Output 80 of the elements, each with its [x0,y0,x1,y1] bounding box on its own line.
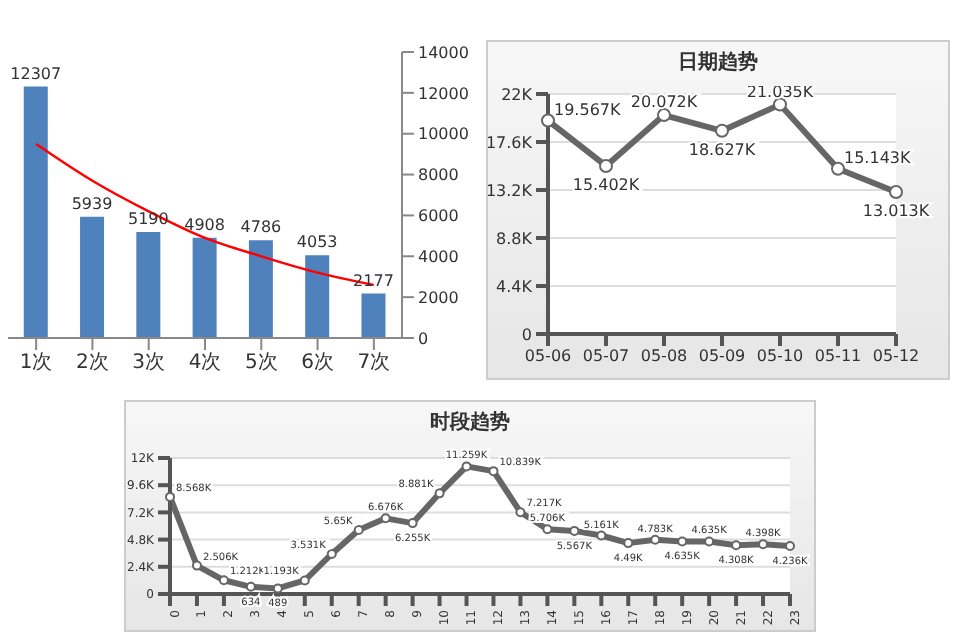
point [515,507,526,518]
bar [305,255,330,338]
x-tick-label: 05-06 [524,347,572,366]
chart-title: 日期趋势 [676,49,760,78]
point [245,581,256,592]
point [434,488,445,499]
data-label: 13.013K [862,202,931,221]
bar [80,216,105,338]
point [461,461,472,472]
point [715,123,729,138]
y-tick-label: 0 [521,325,532,344]
point [596,530,607,541]
data-label: 4908 [184,215,225,234]
x-tick-label: 05-07 [582,347,630,366]
x-tick-label: 5次 [244,352,278,375]
point [599,158,613,173]
point [488,466,499,477]
point [758,539,769,550]
data-label: 4053 [296,233,338,252]
point [272,583,283,594]
data-label: 15.402K [572,175,641,194]
x-tick-label: 4次 [188,352,222,375]
data-label: 18.627K [688,140,757,159]
x-tick-label: 05-10 [756,347,804,366]
point [889,185,903,200]
point [165,491,175,502]
point [831,161,845,176]
point [704,536,715,547]
point [407,518,418,529]
point [650,534,661,545]
x-tick-label: 05-12 [872,347,920,366]
y-tick-label: 13.2K [485,181,534,200]
point [380,513,391,524]
point [326,548,337,559]
y-tick-label: 17.6K [485,133,534,152]
y-tick-label: 14000 [418,43,469,62]
x-tick-label: 3次 [132,352,166,375]
point [773,97,787,112]
x-tick-label: 05-08 [640,347,688,366]
bar [23,86,48,338]
point [299,575,310,586]
data-label: 2177 [353,271,394,290]
point [657,108,671,123]
bar [248,240,273,338]
point [191,560,202,571]
point [353,524,364,535]
data-label: 15.143K [844,148,912,167]
data-label: 19.567K [554,100,622,119]
x-tick-label: 1次 [19,352,53,375]
y-tick-label: 8000 [418,166,459,185]
x-tick-label: 2次 [76,352,109,375]
data-label: 12307 [10,64,62,83]
point [569,525,580,536]
y-tick-label: 12000 [418,84,469,103]
y-tick-label: 0 [418,329,429,348]
point [677,536,688,547]
y-tick-label: 22K [501,85,534,104]
y-tick-label: 4.4K [496,277,534,296]
y-tick-label: 8.8K [496,229,534,248]
x-tick-label: 6次 [301,352,334,375]
x-tick-label: 7次 [357,352,391,375]
point [542,524,553,535]
y-tick-label: 10000 [418,125,469,144]
y-tick-label: 2000 [418,288,459,307]
chart-title: 时段趋势 [428,409,512,438]
x-tick-label: 05-09 [698,347,746,366]
bar [361,293,386,338]
point [541,113,555,128]
y-tick-label: 6000 [418,207,459,226]
bar [136,231,161,338]
x-tick-label: 05-11 [814,347,862,366]
data-label: 4786 [240,218,282,237]
point [785,540,795,551]
data-label: 5939 [71,194,113,213]
data-label: 5190 [127,209,169,228]
bar [192,237,217,338]
point [218,575,229,586]
y-tick-label: 4000 [418,247,459,266]
data-label: 20.072K [630,93,699,112]
point [623,538,634,549]
